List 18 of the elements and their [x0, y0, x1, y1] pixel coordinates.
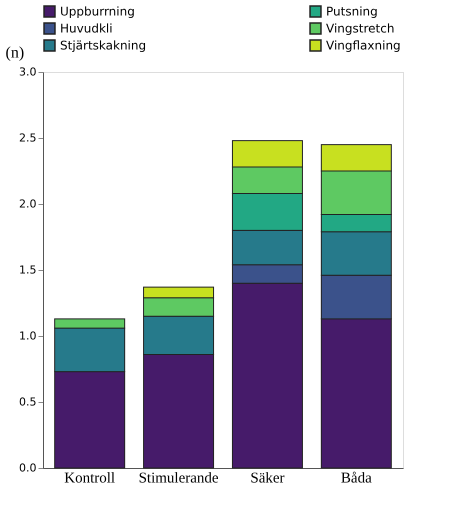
y-tick-label: 1.0 — [19, 330, 36, 342]
x-tick-label: Stimulerande — [138, 470, 219, 486]
y-tick-label: 2.5 — [19, 132, 36, 144]
y-tick-label: 0.5 — [19, 396, 36, 408]
legend-label: Uppburrning — [60, 4, 135, 19]
y-tick-label: 0.0 — [19, 462, 36, 474]
x-tick-label: Säker — [250, 470, 285, 486]
x-tick-label: Kontroll — [64, 470, 116, 486]
legend-label: Huvudkli — [60, 22, 113, 36]
legend-label: Vingflaxning — [326, 38, 401, 52]
legend-label: Stjärtskakning — [60, 38, 146, 52]
y-axis-title: (n) — [6, 44, 24, 62]
y-tick-label: 3.0 — [19, 66, 36, 78]
x-tick-label: Båda — [340, 470, 372, 486]
legend-label: Putsning — [326, 4, 378, 19]
legend-label: Vingstretch — [326, 22, 394, 36]
y-tick-label: 1.5 — [19, 264, 36, 276]
y-tick-label: 2.0 — [19, 198, 36, 210]
